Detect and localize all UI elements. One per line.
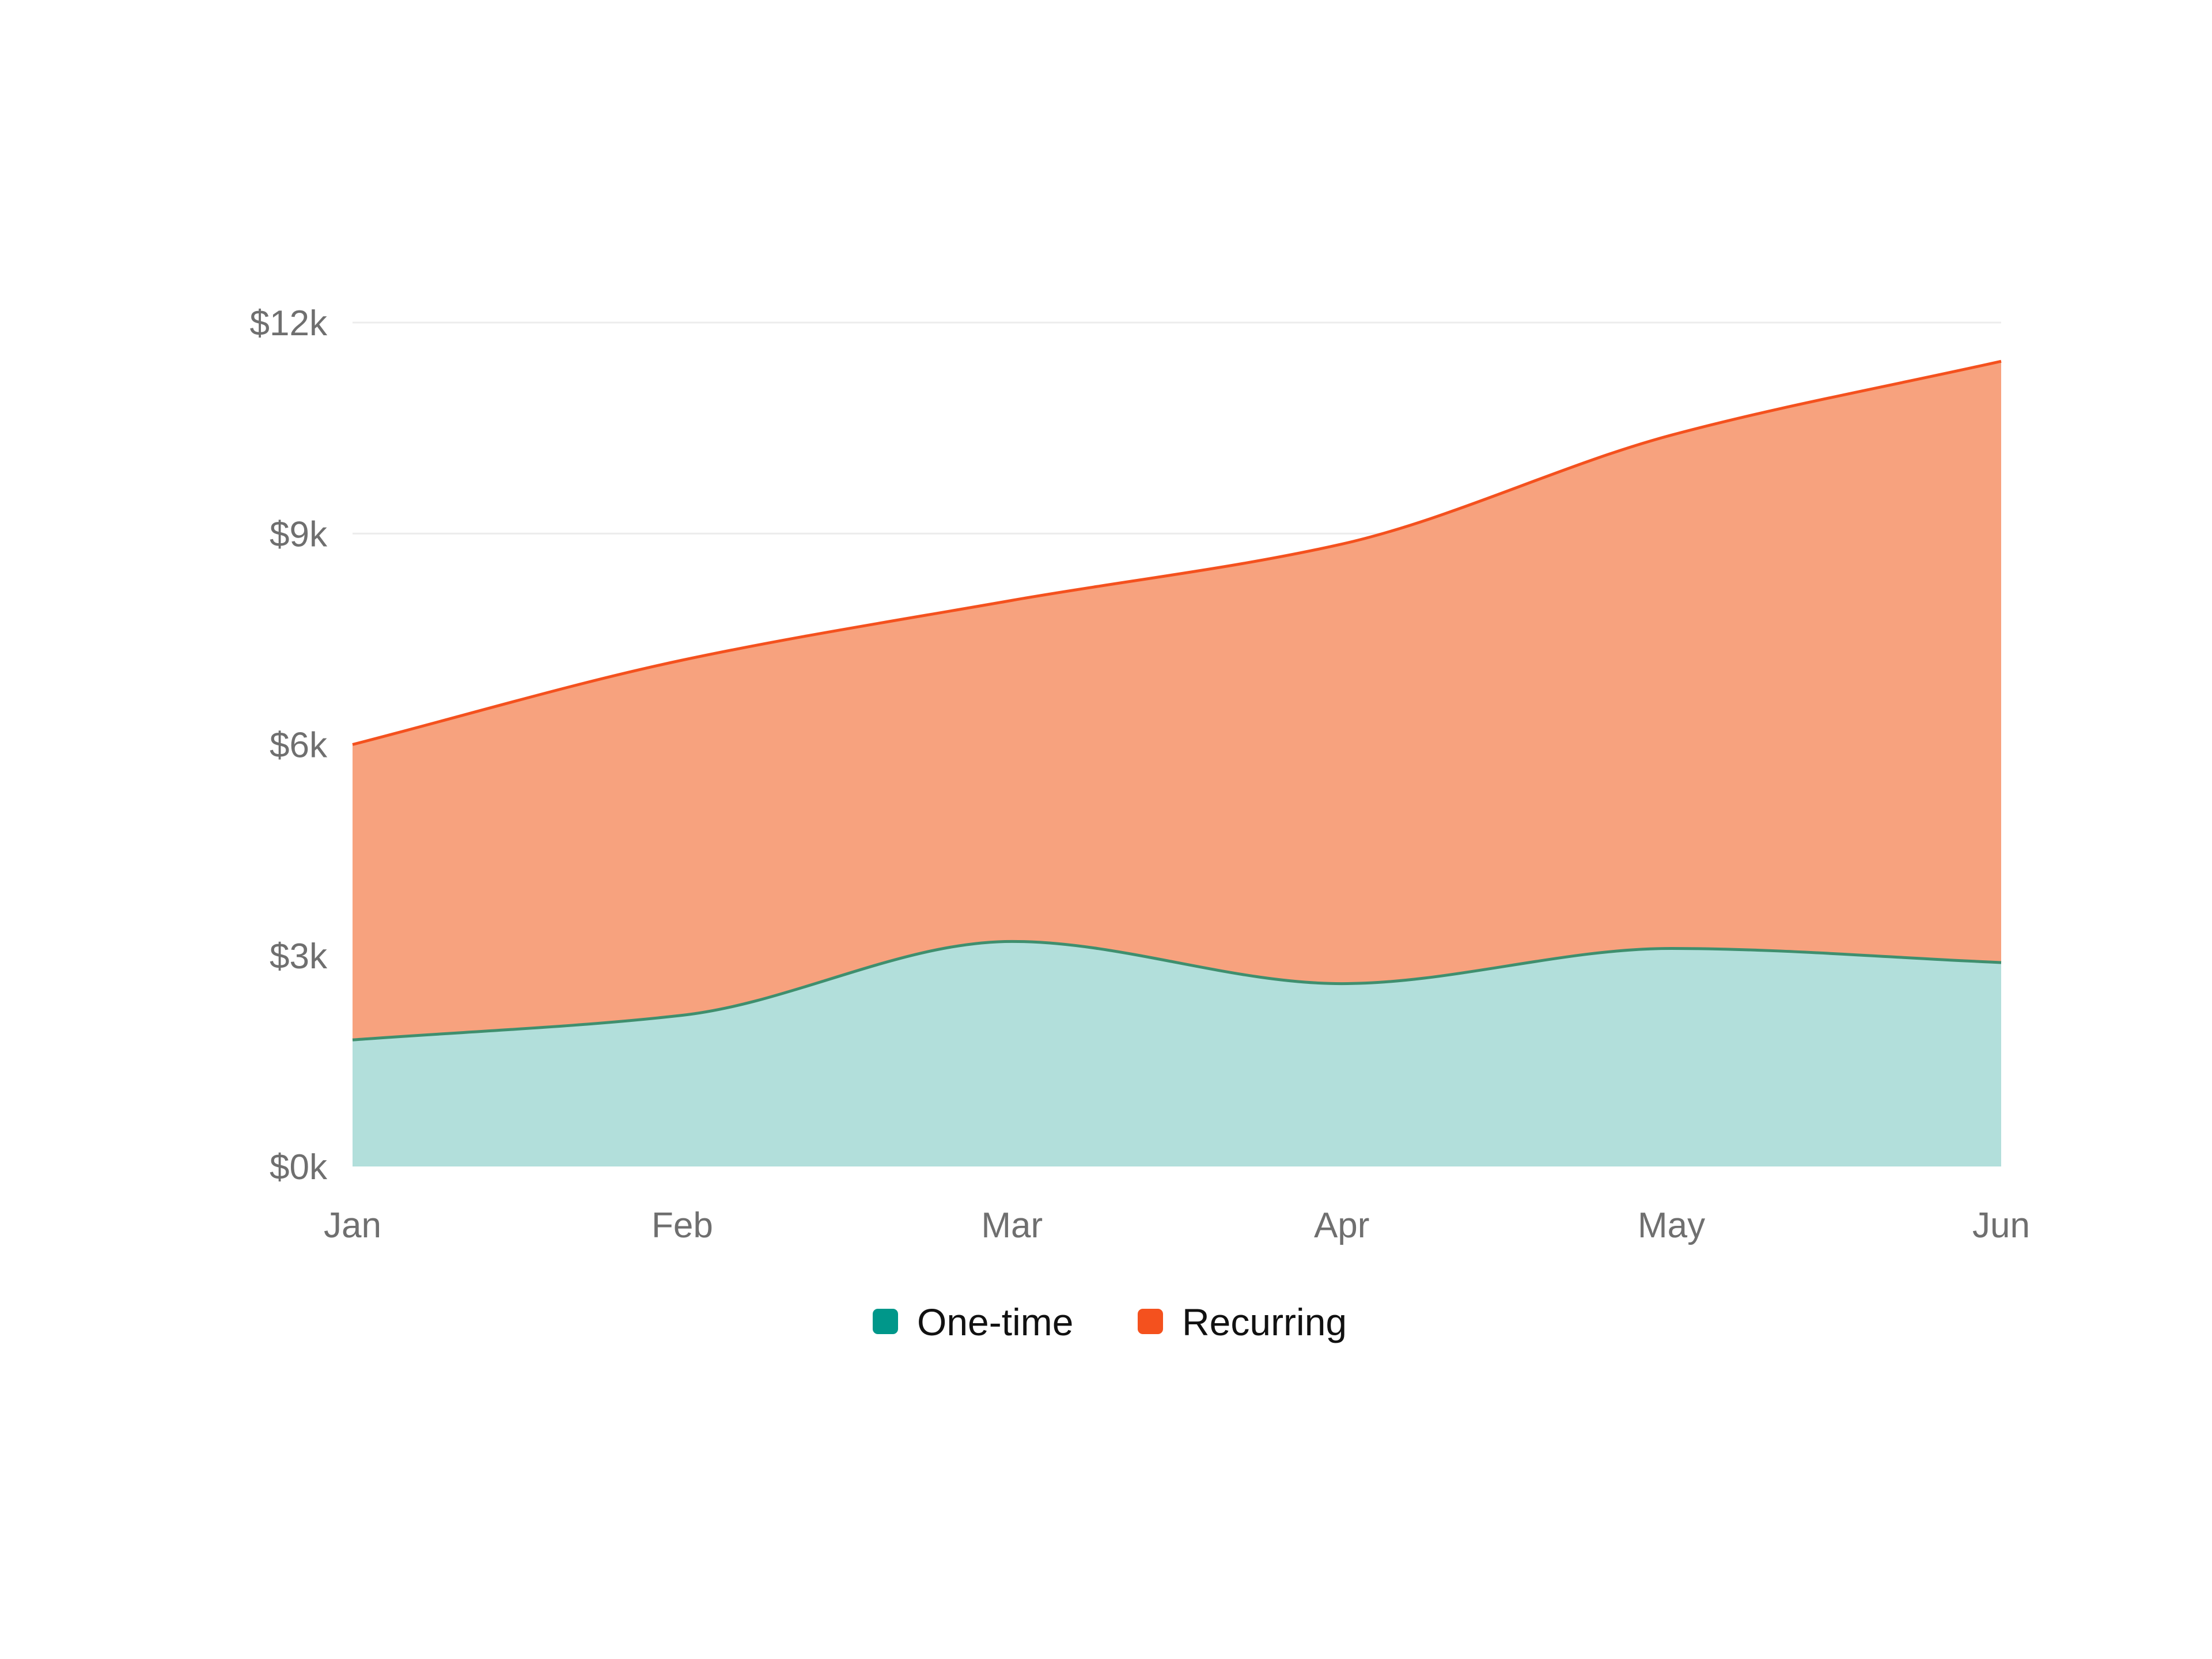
area-recurring [353, 361, 2001, 1040]
legend-label-one-time: One-time [917, 1301, 1073, 1343]
legend-swatch-one-time [873, 1309, 898, 1334]
y-axis: $0k $3k $6k $9k $12k [250, 304, 328, 1187]
x-tick-label: Jan [324, 1206, 381, 1245]
y-tick-label: $9k [270, 514, 328, 554]
y-tick-label: $12k [250, 304, 328, 343]
x-tick-label: Mar [981, 1206, 1043, 1245]
area-one-time [353, 941, 2001, 1166]
area-layer [353, 361, 2001, 1166]
y-tick-label: $6k [270, 726, 328, 766]
x-axis: Jan Feb Mar Apr May Jun [324, 1206, 2030, 1245]
legend-item-recurring[interactable]: Recurring [1138, 1301, 1347, 1343]
legend-label-recurring: Recurring [1182, 1301, 1347, 1343]
x-tick-label: Feb [652, 1206, 713, 1245]
legend-swatch-recurring [1138, 1309, 1163, 1334]
series-line-recurring [352, 359, 2002, 746]
legend-item-one-time[interactable]: One-time [873, 1301, 1073, 1343]
y-tick-label: $0k [270, 1147, 328, 1187]
y-tick-label: $3k [270, 937, 328, 976]
x-tick-label: May [1638, 1206, 1705, 1245]
x-tick-label: Apr [1314, 1206, 1369, 1245]
line-layer [352, 359, 2002, 1041]
series-line-one-time [352, 940, 2002, 1041]
x-tick-label: Jun [1972, 1206, 2030, 1245]
legend: One-time Recurring [873, 1301, 1347, 1343]
